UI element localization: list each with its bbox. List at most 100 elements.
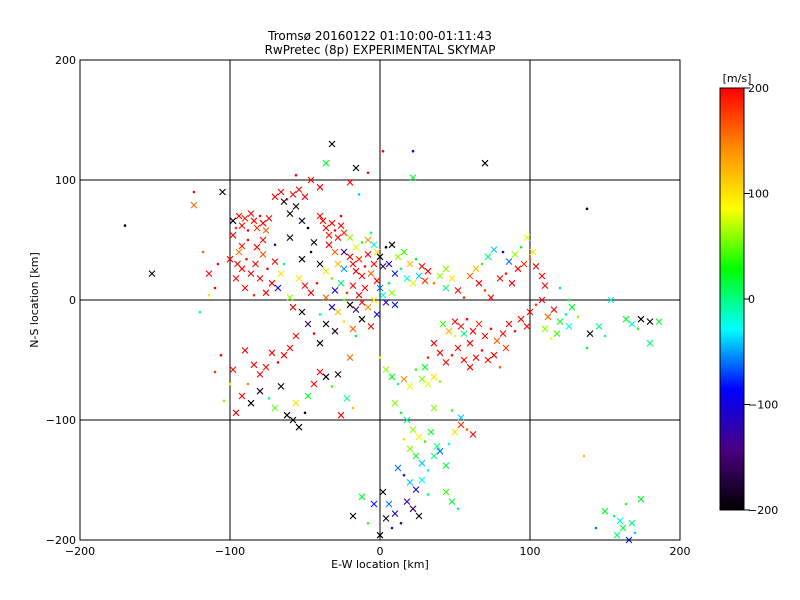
cross-stroke xyxy=(433,443,441,450)
data-point-cross xyxy=(373,311,381,318)
data-point-cross xyxy=(310,380,318,388)
cross-stroke xyxy=(289,191,297,198)
cross-stroke xyxy=(352,306,360,313)
data-point-cross xyxy=(439,320,447,328)
cross-stroke xyxy=(295,186,303,193)
data-point-dot xyxy=(378,356,382,359)
cross-stroke xyxy=(334,371,342,378)
cross-stroke xyxy=(541,325,549,333)
data-point-cross xyxy=(388,289,396,297)
cross-stroke xyxy=(280,198,288,205)
data-point-cross xyxy=(253,243,261,251)
data-point-cross xyxy=(628,519,636,527)
data-point-cross xyxy=(325,241,333,249)
y-tick-label: 200 xyxy=(55,54,76,67)
cross-stroke xyxy=(256,275,264,282)
cross-stroke xyxy=(262,363,270,371)
cross-stroke xyxy=(355,255,363,263)
cross-stroke xyxy=(289,303,297,311)
data-point-dot xyxy=(252,293,256,297)
data-point-cross xyxy=(391,301,399,309)
data-point-cross xyxy=(316,260,324,268)
cross-stroke xyxy=(637,315,645,323)
data-point-cross xyxy=(427,428,435,436)
cross-stroke xyxy=(418,263,426,270)
data-point-cross xyxy=(352,267,360,275)
data-point-dot xyxy=(576,315,580,319)
cross-stroke xyxy=(484,253,492,261)
cross-stroke xyxy=(346,179,354,186)
cross-stroke xyxy=(406,445,414,453)
data-point-dot xyxy=(357,193,361,196)
data-point-cross xyxy=(364,303,372,311)
data-point-cross xyxy=(526,308,534,316)
cross-stroke xyxy=(511,251,519,258)
cross-stroke xyxy=(595,323,603,330)
data-point-cross xyxy=(349,512,357,520)
data-point-cross xyxy=(433,443,441,450)
data-point-cross xyxy=(487,294,495,301)
data-point-cross xyxy=(379,291,387,299)
cross-stroke xyxy=(400,375,408,383)
data-point-cross xyxy=(280,198,288,205)
data-point-cross xyxy=(250,217,258,225)
data-point-cross xyxy=(262,363,270,371)
data-point-dot xyxy=(306,226,310,230)
data-point-dot xyxy=(549,337,553,340)
cross-stroke xyxy=(424,267,432,275)
cross-stroke xyxy=(379,291,387,299)
data-point-cross xyxy=(385,500,393,508)
data-point-dot xyxy=(456,507,460,511)
data-point-cross xyxy=(349,282,357,289)
data-point-cross xyxy=(256,275,264,282)
cross-stroke xyxy=(370,500,378,508)
data-point-cross xyxy=(514,265,522,273)
data-point-cross xyxy=(301,282,309,289)
cross-stroke xyxy=(364,236,372,244)
data-point-cross xyxy=(286,344,294,352)
data-point-cross xyxy=(337,411,345,419)
cross-stroke xyxy=(442,265,450,273)
cross-stroke xyxy=(301,193,309,201)
data-point-cross xyxy=(502,344,510,352)
cross-stroke xyxy=(436,349,444,357)
data-point-dot xyxy=(465,317,469,321)
cross-stroke xyxy=(370,241,378,249)
data-point-cross xyxy=(241,347,249,354)
data-point-dot xyxy=(282,262,286,266)
data-point-dot xyxy=(423,440,427,443)
cross-stroke xyxy=(235,248,243,256)
data-point-cross xyxy=(442,488,450,496)
cross-stroke xyxy=(334,308,342,316)
cross-stroke xyxy=(232,275,240,282)
data-point-cross xyxy=(550,306,558,313)
cross-stroke xyxy=(325,231,333,239)
data-point-dot xyxy=(483,289,487,292)
data-point-cross xyxy=(331,327,339,335)
colorbar-ticks: 200 100 0 −100 −200 xyxy=(744,82,778,517)
colorbar xyxy=(719,87,745,511)
data-point-cross xyxy=(352,243,360,251)
cross-stroke xyxy=(331,248,339,256)
data-point-dot xyxy=(219,353,223,357)
data-point-dot xyxy=(273,243,277,247)
data-point-cross xyxy=(247,210,255,217)
data-point-dot xyxy=(501,250,505,254)
data-point-cross xyxy=(466,363,474,371)
data-point-cross xyxy=(274,284,282,292)
cross-stroke xyxy=(409,426,417,433)
data-point-cross xyxy=(247,399,255,407)
data-point-dot xyxy=(366,521,370,525)
cross-stroke xyxy=(226,255,234,263)
data-point-cross xyxy=(418,476,426,484)
colorbar-tick-label: 0 xyxy=(748,293,755,306)
cross-stroke xyxy=(259,236,267,244)
data-point-dot xyxy=(246,382,250,386)
data-point-cross xyxy=(454,287,462,294)
cross-stroke xyxy=(190,201,198,209)
data-point-cross xyxy=(544,313,552,321)
data-point-cross xyxy=(538,272,546,280)
data-point-cross xyxy=(418,459,426,467)
data-point-cross xyxy=(418,375,426,383)
cross-stroke xyxy=(421,277,429,285)
